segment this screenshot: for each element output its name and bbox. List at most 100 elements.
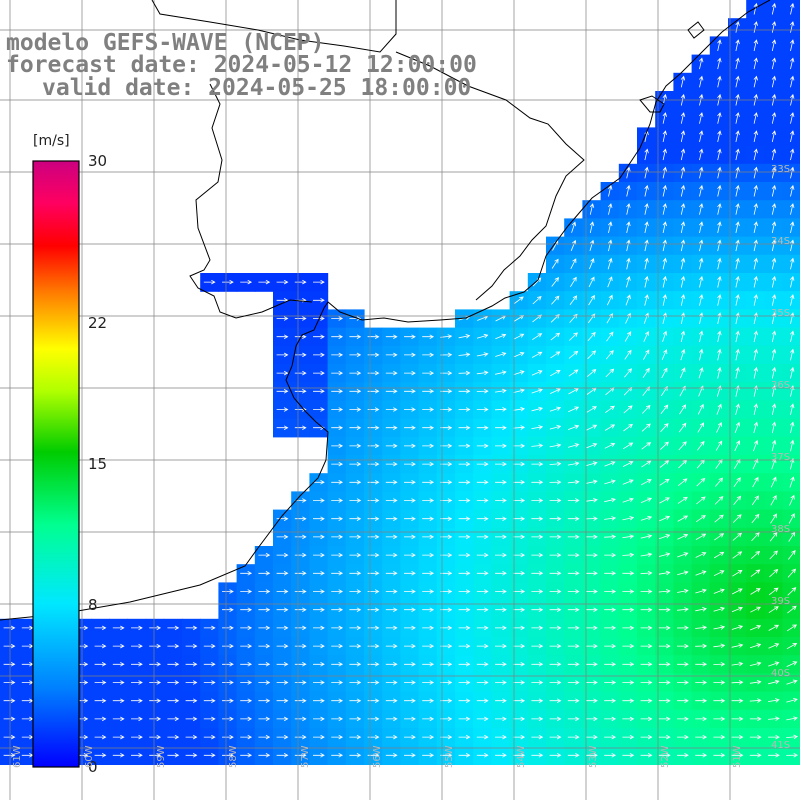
wind-arrow (771, 166, 777, 179)
wind-arrow (3, 716, 16, 722)
wind-arrow (367, 734, 380, 740)
wind-arrow (586, 607, 598, 612)
wind-arrow (731, 643, 744, 648)
wind-arrow (131, 753, 143, 758)
wind-arrow (753, 330, 758, 343)
wind-arrow (607, 257, 613, 270)
wind-arrow (367, 571, 380, 576)
wind-arrow (3, 643, 16, 649)
wind-arrow (203, 662, 216, 667)
wind-arrow (313, 334, 325, 339)
wind-arrow (752, 476, 759, 488)
wind-arrow (589, 258, 595, 270)
wind-arrow (349, 698, 362, 703)
wind-arrow (568, 406, 580, 413)
wind-arrow (586, 643, 598, 649)
wind-speed-cell (618, 327, 638, 347)
wind-arrow (768, 753, 780, 758)
wind-arrow (698, 57, 704, 70)
wind-arrow (606, 294, 613, 306)
wind-arrow (531, 498, 544, 503)
wind-arrow (789, 494, 795, 506)
wind-arrow (149, 625, 162, 631)
wind-speed-cell (618, 418, 638, 438)
wind-arrow (495, 498, 507, 503)
wind-arrow (313, 552, 325, 558)
wind-arrow (313, 370, 325, 376)
wind-arrow (276, 643, 289, 649)
wind-arrow (549, 516, 562, 521)
wind-arrow (422, 461, 435, 467)
wind-arrow (589, 221, 595, 233)
wind-arrow (458, 370, 471, 376)
wind-arrow (404, 552, 416, 558)
wind-arrow (549, 534, 562, 540)
wind-arrow (495, 443, 507, 449)
wind-arrow (385, 370, 398, 376)
wind-arrow (717, 166, 722, 179)
wind-arrow (476, 753, 489, 758)
coastline-uruguay-north (395, 51, 585, 301)
wind-arrow (750, 550, 761, 560)
wind-arrow (531, 388, 543, 394)
wind-arrow (385, 443, 398, 449)
wind-arrow (713, 588, 725, 594)
wind-arrow (551, 258, 559, 269)
wind-arrow (753, 439, 759, 452)
wind-speed-cell (582, 418, 602, 438)
wind-arrow (495, 680, 507, 685)
wind-arrow (626, 203, 631, 215)
wind-arrow (531, 734, 544, 740)
wind-arrow (735, 148, 740, 161)
wind-arrow (331, 443, 344, 449)
wind-arrow (349, 334, 362, 339)
wind-arrow (567, 498, 580, 503)
wind-arrow (149, 643, 162, 649)
wind-arrow (222, 662, 234, 667)
wind-arrow (276, 734, 289, 740)
wind-arrow (589, 239, 595, 252)
wind-arrow (331, 352, 344, 358)
wind-arrow (476, 443, 489, 449)
wind-arrow (789, 330, 795, 343)
wind-arrow (640, 716, 653, 722)
colorbar-unit: [m/s] (33, 133, 70, 149)
wind-arrow (713, 680, 726, 685)
wind-arrow (604, 698, 617, 703)
wind-arrow (695, 588, 707, 594)
wind-arrow (94, 662, 107, 667)
wind-arrow (698, 130, 704, 142)
wind-arrow (276, 662, 289, 667)
wind-arrow (276, 680, 289, 685)
wind-speed-cell (673, 455, 693, 474)
wind-arrow (662, 330, 668, 343)
wind-arrow (294, 352, 307, 358)
wind-arrow (771, 21, 777, 33)
wind-arrow (385, 461, 398, 467)
wind-arrow (606, 313, 613, 324)
wind-arrow (698, 239, 704, 252)
wind-arrow (622, 479, 634, 485)
wind-arrow (698, 166, 704, 179)
wind-arrow (789, 366, 795, 379)
wind-arrow (568, 350, 579, 359)
wind-arrow (367, 680, 380, 685)
wind-arrow (771, 75, 777, 88)
wind-arrow (458, 734, 471, 740)
wind-arrow (131, 680, 143, 685)
wind-arrow (422, 425, 435, 430)
wind-arrow (495, 534, 507, 540)
wind-arrow (531, 552, 544, 558)
wind-arrow (349, 753, 362, 758)
wind-arrow (680, 221, 686, 233)
wind-arrow (605, 350, 614, 360)
wind-arrow (695, 607, 707, 612)
wind-arrow (222, 607, 234, 612)
wind-arrow (789, 348, 795, 361)
wind-arrow (789, 130, 795, 142)
wind-arrow (551, 277, 560, 287)
wind-arrow (458, 334, 471, 339)
wind-arrow (786, 624, 798, 632)
wind-arrow (258, 643, 271, 649)
wind-arrow (735, 57, 740, 70)
